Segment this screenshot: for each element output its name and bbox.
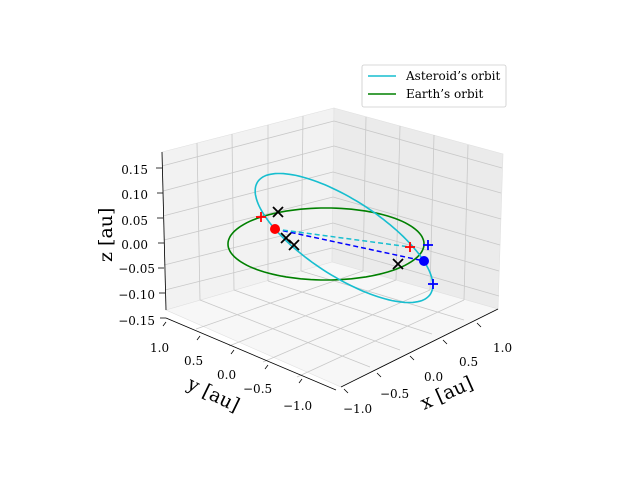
grid-line: [162, 171, 334, 217]
y-tick-mark: [298, 378, 303, 384]
y-tick-label: −1.0: [283, 399, 312, 413]
z-tick-label: 0.00: [121, 238, 148, 252]
grid-line: [333, 145, 502, 194]
plot-area: [227, 172, 438, 304]
x-tick-mark: [409, 355, 415, 361]
blue-plus-marker: [428, 279, 438, 289]
y-tick-labels: 1.0 0.5 0.0 −0.5 −1.0: [150, 341, 312, 413]
grid-line: [163, 196, 334, 241]
x-tick-mark: [442, 339, 448, 345]
grid-line: [164, 247, 333, 291]
grid-line: [162, 145, 335, 192]
y-axis-line: [165, 317, 337, 391]
grid-line: [233, 289, 401, 351]
grid-line: [267, 280, 433, 335]
dashed-line-blue: [274, 228, 425, 262]
cross-stroke: [288, 239, 300, 251]
blue-dot-marker: [419, 256, 429, 266]
black-cross-marker: [392, 258, 404, 270]
y-tick-label: 0.0: [217, 368, 236, 382]
grid-line: [395, 125, 401, 281]
red-plus-marker: [405, 242, 415, 252]
grid-line: [163, 222, 334, 266]
grid-line: [362, 116, 367, 272]
grid-line: [196, 142, 201, 301]
x-tick-mark: [376, 372, 382, 378]
grid-line: [331, 247, 500, 297]
grid-line: [332, 196, 501, 246]
grid-line: [332, 171, 502, 220]
blue-plus-marker: [423, 240, 433, 250]
z-tick-labels: 0.15 0.10 0.05 0.00 −0.05 −0.10 −0.15: [118, 163, 155, 328]
x-axis-line: [340, 308, 499, 388]
red-plus-marker: [256, 212, 266, 222]
asteroid-orbit: [254, 172, 434, 304]
x-tick-label: 0.5: [459, 355, 478, 369]
x-tick-label: 0.0: [424, 370, 443, 384]
y-tick-mark: [196, 335, 201, 341]
y-tick-label: −0.5: [243, 382, 272, 396]
axes-panes: [161, 107, 504, 388]
z-tick-label: −0.10: [118, 288, 155, 302]
z-tick-label: 0.15: [121, 163, 148, 177]
grid-line: [300, 115, 304, 272]
grid-lines: [161, 115, 503, 378]
grid-line: [463, 144, 469, 301]
grid-line: [199, 299, 371, 368]
y-tick-mark: [230, 349, 235, 355]
z-axis-label: z [au]: [95, 208, 117, 262]
black-cross-marker: [272, 206, 284, 218]
y-tick-label: 0.5: [184, 354, 203, 368]
cross-stroke: [280, 232, 292, 244]
grid-line: [228, 279, 397, 347]
cross-stroke: [392, 258, 404, 270]
grid-line: [429, 134, 435, 291]
legend-label-earth: Earth’s orbit: [406, 87, 483, 101]
z-tick-label: −0.15: [118, 314, 155, 328]
legend: Asteroid’s orbit Earth’s orbit: [361, 64, 507, 108]
z-tick-label: 0.05: [121, 214, 148, 228]
z-tick-label: 0.10: [121, 188, 148, 202]
legend-box: [361, 64, 507, 108]
cross-stroke: [272, 206, 284, 218]
grid-line: [300, 270, 465, 321]
y-tick-label: 1.0: [150, 341, 169, 355]
y-tick-mark: [264, 364, 269, 370]
grid-line: [161, 120, 335, 167]
x-tick-mark: [476, 322, 482, 328]
grid-line: [333, 120, 503, 169]
axes: [156, 151, 499, 394]
z-axis-line: [161, 151, 167, 311]
x-tick-labels: −1.0 −0.5 0.0 0.5 1.0: [343, 341, 512, 416]
grid-line: [231, 133, 235, 291]
black-cross-marker: [288, 239, 300, 251]
grid-line: [332, 222, 500, 272]
x-tick-label: −1.0: [343, 402, 372, 416]
x-tick-label: 1.0: [493, 341, 512, 355]
z-tick-label: −0.05: [118, 262, 155, 276]
grid-line: [195, 270, 364, 330]
dashed-line-cyan: [274, 228, 411, 248]
legend-label-asteroid: Asteroid’s orbit: [405, 69, 500, 83]
x-tick-mark: [343, 388, 349, 394]
grid-line: [296, 299, 465, 378]
red-dot-marker: [270, 224, 280, 234]
y-tick-mark: [162, 321, 167, 327]
x-tick-label: −0.5: [380, 387, 409, 401]
